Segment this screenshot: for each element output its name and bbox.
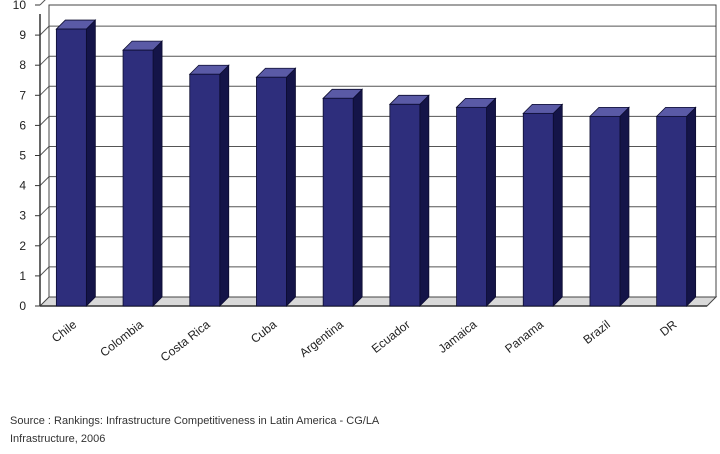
bar-front	[522, 112, 554, 307]
bar-side	[152, 40, 163, 307]
bar-side	[619, 106, 630, 307]
gridline-side	[39, 55, 50, 66]
y-tick-label: 1	[19, 269, 26, 283]
bar-front	[589, 115, 621, 307]
source-line-1: Source : Rankings: Infrastructure Compet…	[10, 415, 380, 427]
bar-side	[686, 106, 697, 307]
x-tick-label: Argentina	[297, 317, 346, 360]
x-tick-label: Chile	[49, 317, 79, 345]
y-tick-label: 5	[19, 149, 26, 163]
chart-canvas: 0 1 2 3 4 5 6 7 8 9 10 Chile Colombia Costa Rica Cuba…	[13, 0, 718, 364]
bar-chart: 0 1 2 3 4 5 6 7 8 9 10 Chile Colombia Costa Rica Cuba…	[13, 0, 718, 364]
bar-front	[55, 28, 87, 307]
source-note: Source : Rankings: Infrastructure Compet…	[10, 412, 710, 448]
y-tick-label: 4	[19, 179, 26, 193]
gridline-side	[39, 116, 50, 126]
bar	[255, 67, 297, 307]
y-tick-label: 7	[19, 88, 26, 102]
gridline-side	[39, 176, 50, 186]
x-tick-label: Costa Rica	[158, 317, 213, 364]
y-tick-label: 8	[19, 58, 26, 72]
bar-front	[322, 97, 354, 307]
bar-front	[256, 76, 287, 307]
x-tick-label: Brazil	[581, 317, 613, 347]
source-line-2: Infrastructure, 2006	[10, 433, 106, 445]
bar	[122, 40, 164, 307]
y-tick-labels: 0 1 2 3 4 5 6 7 8 9 10	[13, 0, 27, 313]
bar	[55, 19, 97, 307]
bar-side	[419, 94, 430, 307]
y-tick-label: 0	[19, 299, 26, 313]
gridline-side	[39, 236, 50, 247]
y-tick-label: 10	[13, 0, 27, 12]
gridline-side	[39, 146, 50, 156]
x-tick-label: Panama	[502, 317, 546, 356]
y-tick-label: 6	[19, 118, 26, 132]
bar	[322, 88, 364, 307]
gridline-side	[39, 266, 50, 277]
x-tick-label: Cuba	[248, 317, 279, 346]
bar	[388, 94, 430, 307]
bar-side	[85, 19, 96, 307]
bar	[588, 106, 630, 307]
chart-back-wall	[48, 4, 717, 298]
bar	[655, 106, 697, 307]
bar-front	[656, 115, 688, 307]
x-tick-labels: Chile Colombia Costa Rica Cuba Argentina Ecua…	[49, 317, 680, 364]
bar-front	[456, 106, 487, 307]
gridline-side	[39, 25, 50, 36]
bar-side	[552, 103, 563, 307]
bar-front	[189, 73, 221, 307]
bar-side	[219, 64, 230, 307]
x-tick-label: Ecuador	[369, 317, 413, 356]
y-tick-label: 2	[19, 239, 26, 253]
bar	[188, 64, 230, 307]
gridline-side	[39, 85, 50, 96]
gridline-side	[39, 206, 50, 217]
bars	[55, 19, 697, 307]
bar-side	[286, 67, 296, 307]
x-tick-label: Jamaica	[436, 317, 480, 356]
bar-front	[389, 103, 421, 307]
gridline-side	[39, 0, 46, 6]
bar-side	[486, 97, 496, 307]
bar	[455, 97, 497, 307]
bar	[522, 103, 564, 307]
y-tick-label: 3	[19, 209, 26, 223]
bar-front	[122, 49, 154, 307]
x-tick-label: Colombia	[97, 317, 146, 359]
x-tick-label: DR	[657, 317, 680, 339]
y-tick-label: 9	[19, 28, 26, 42]
bar-side	[352, 88, 363, 307]
